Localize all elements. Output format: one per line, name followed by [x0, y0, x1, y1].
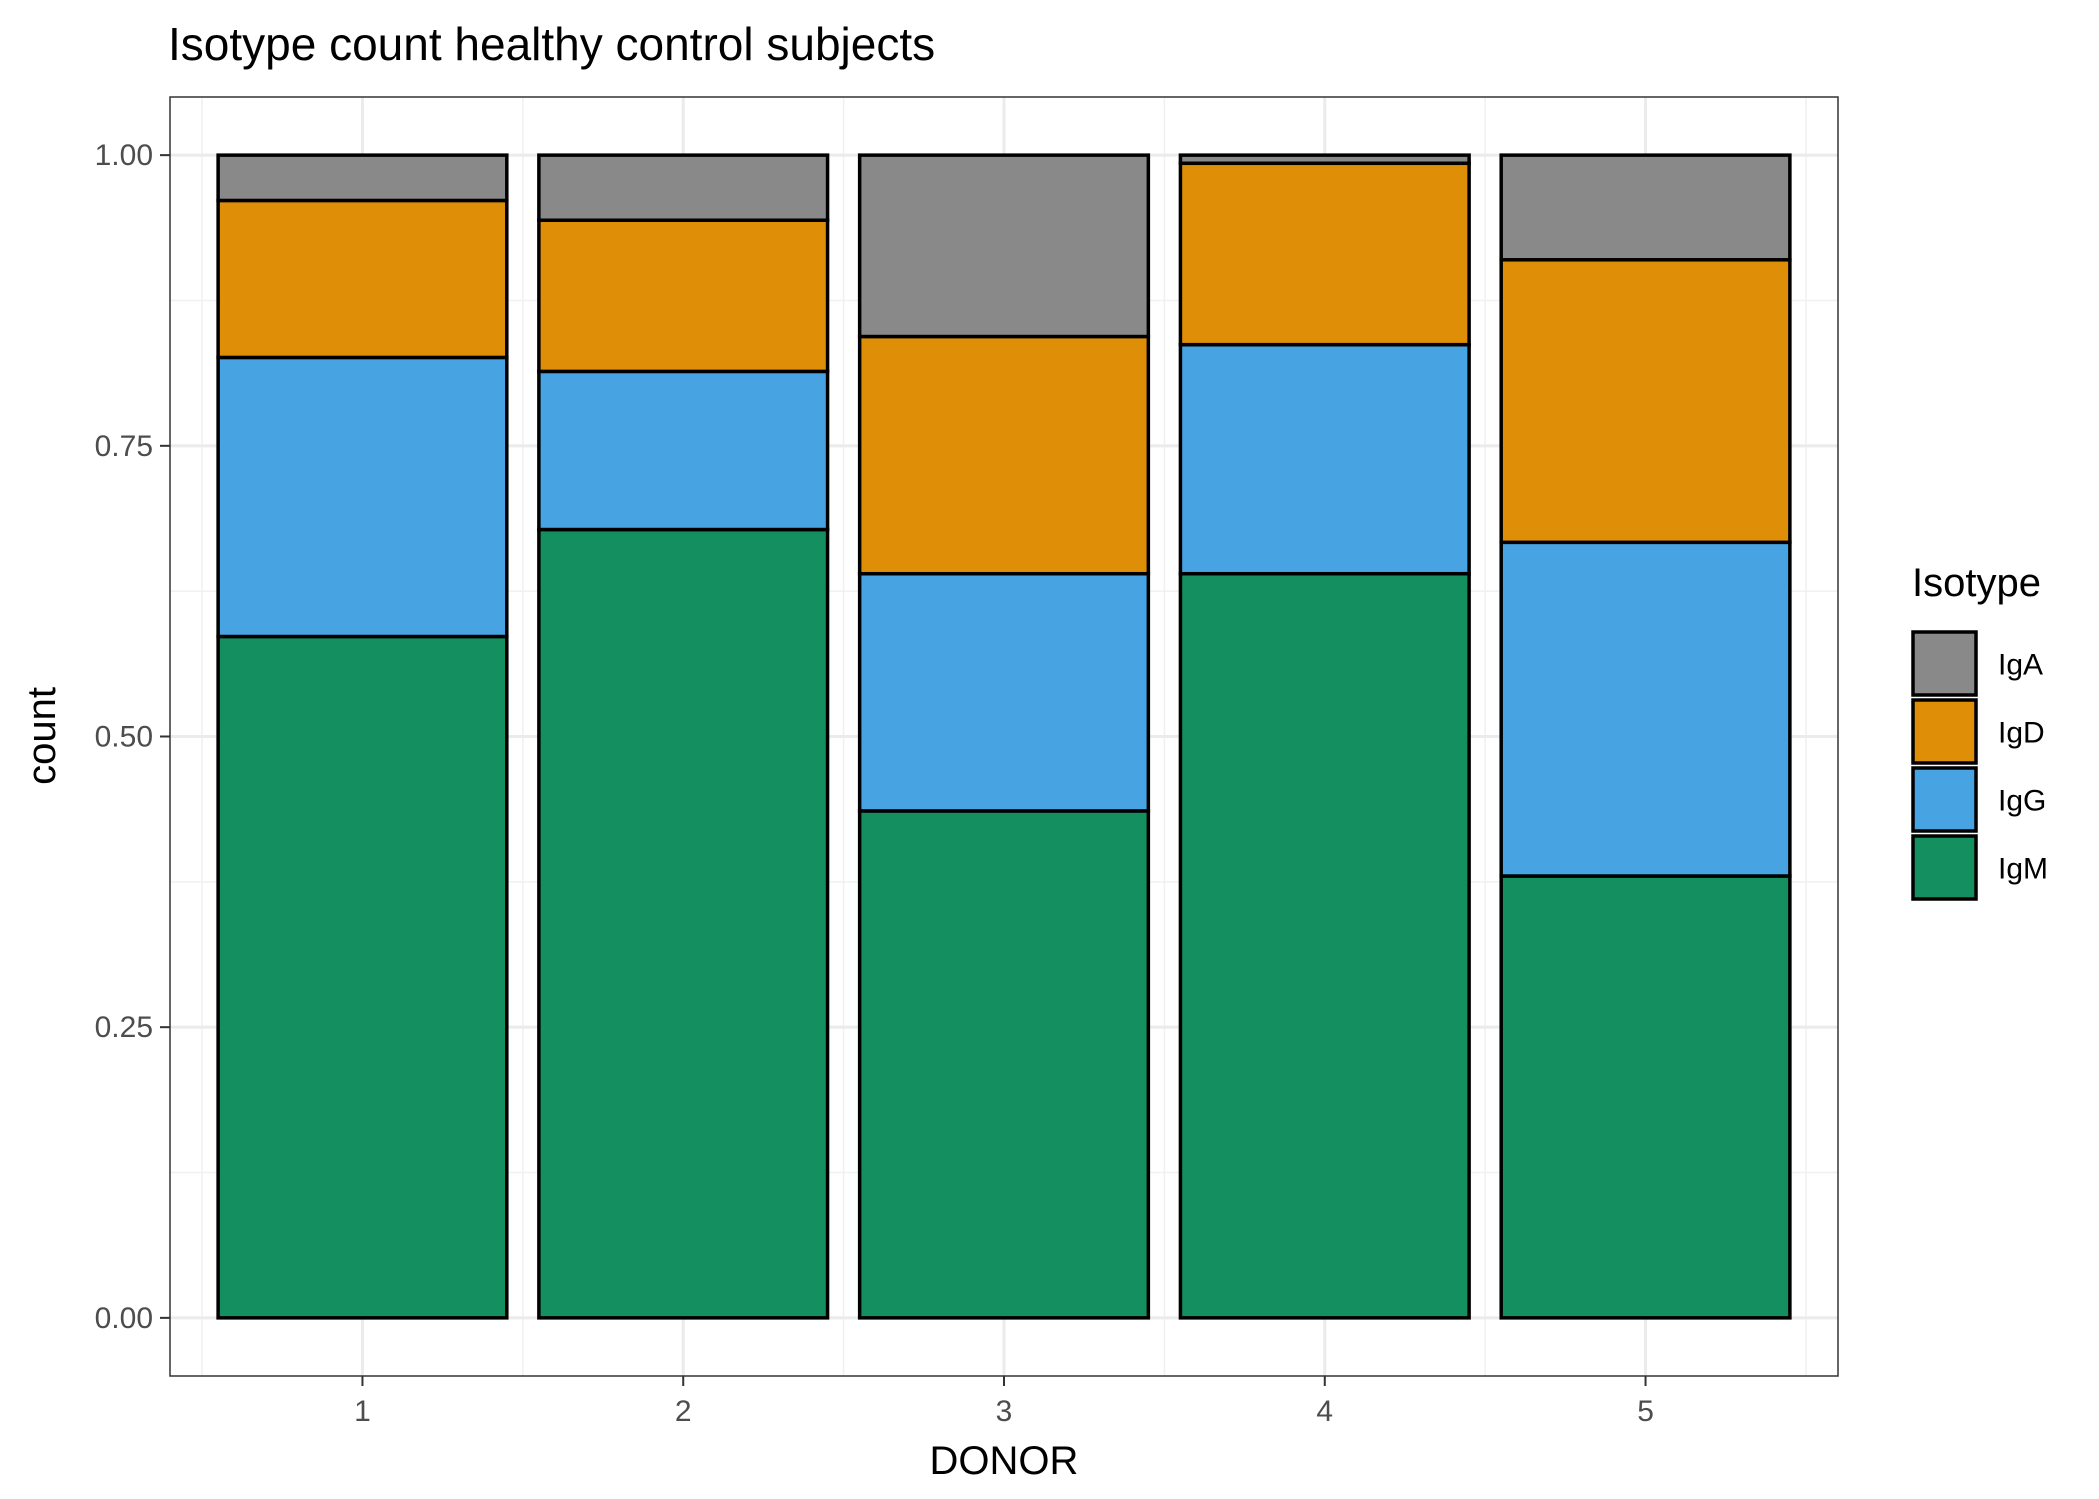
legend-label-IgG: IgG — [1998, 785, 2046, 818]
legend-key-IgD — [1911, 698, 1978, 765]
bar-segment-IgA-donor-1 — [216, 153, 509, 203]
bar-segment-IgM-donor-3 — [857, 809, 1151, 1320]
legend-label-IgD: IgD — [1998, 717, 2045, 750]
bar-segment-IgD-donor-2 — [537, 218, 830, 374]
bar-segment-IgM-donor-2 — [537, 527, 830, 1320]
bar-segment-IgA-donor-3 — [857, 153, 1151, 339]
x-tick-label: 2 — [675, 1395, 692, 1428]
bar-segment-IgD-donor-1 — [216, 198, 509, 360]
x-axis-title: DONOR — [930, 1439, 1079, 1483]
x-tick-label: 5 — [1637, 1395, 1654, 1428]
legend-label-IgA: IgA — [1998, 649, 2043, 682]
legend-key-IgG — [1911, 766, 1978, 833]
bar-segment-IgG-donor-1 — [216, 355, 509, 639]
bar-segment-IgG-donor-4 — [1178, 342, 1471, 576]
bar-segment-IgG-donor-3 — [857, 571, 1151, 813]
y-tick-label: 0.75 — [95, 430, 153, 463]
y-tick-label: 0.25 — [95, 1011, 153, 1044]
bar-segment-IgD-donor-4 — [1178, 161, 1471, 347]
legend: Isotype IgA IgD IgG IgM — [1911, 561, 2048, 901]
bar-segment-IgA-donor-5 — [1499, 153, 1792, 262]
x-tick-label: 3 — [996, 1395, 1013, 1428]
y-tick-label: 1.00 — [95, 139, 153, 172]
chart-title: Isotype count healthy control subjects — [168, 18, 935, 70]
legend-key-IgM — [1911, 834, 1978, 901]
bar-segment-IgM-donor-5 — [1499, 874, 1792, 1320]
bar-segment-IgD-donor-5 — [1499, 258, 1792, 545]
y-axis-title: count — [20, 687, 64, 785]
bars — [216, 153, 1792, 1320]
bar-segment-IgA-donor-2 — [537, 153, 830, 222]
legend-label-IgM: IgM — [1998, 853, 2048, 886]
legend-key-IgA — [1911, 630, 1978, 697]
bar-segment-IgG-donor-5 — [1499, 540, 1792, 878]
x-axis: 1 2 3 4 5 — [354, 1376, 1654, 1428]
legend-items: IgA IgD IgG IgM — [1911, 630, 2048, 901]
y-tick-label: 0.00 — [95, 1302, 153, 1335]
x-tick-label: 4 — [1316, 1395, 1333, 1428]
bar-segment-IgD-donor-3 — [857, 334, 1151, 576]
y-axis: 0.00 0.25 0.50 0.75 1.00 — [95, 139, 170, 1335]
legend-title: Isotype — [1912, 561, 2041, 605]
y-tick-label: 0.50 — [95, 721, 153, 754]
bar-segment-IgM-donor-4 — [1178, 571, 1471, 1320]
bar-segment-IgM-donor-1 — [216, 634, 509, 1320]
bar-segment-IgA-donor-4 — [1178, 153, 1471, 166]
x-tick-label: 1 — [354, 1395, 371, 1428]
bar-segment-IgG-donor-2 — [537, 369, 830, 532]
